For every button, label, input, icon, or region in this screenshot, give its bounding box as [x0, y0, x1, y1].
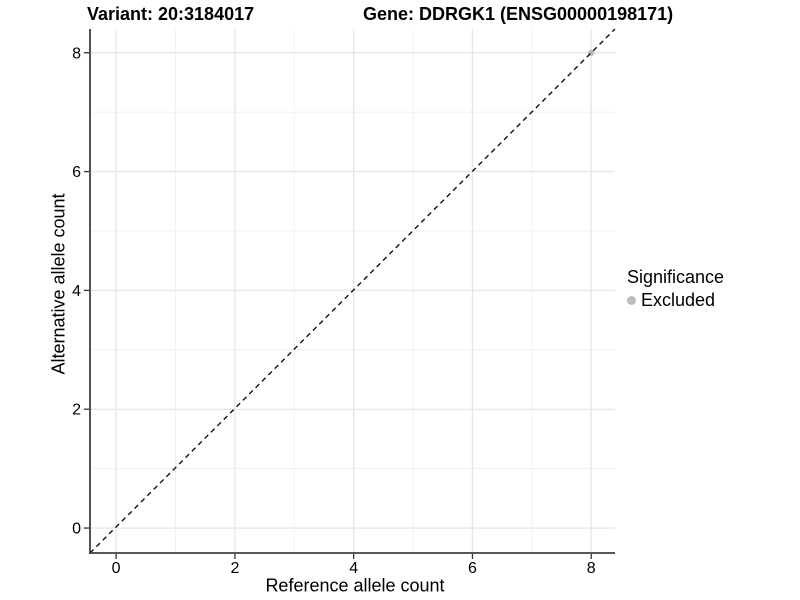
x-axis-title: Reference allele count [265, 575, 445, 596]
legend-item-label: Excluded [641, 290, 716, 310]
y-axis-title: Alternative allele count [48, 193, 69, 375]
y-tick-label: 0 [72, 521, 81, 538]
legend-item-excluded: Excluded [627, 290, 724, 311]
chart-title-variant: Variant: 20:3184017 [87, 4, 255, 24]
x-tick-label: 0 [112, 560, 121, 577]
y-tick-label: 2 [72, 402, 81, 419]
x-tick-label: 6 [468, 560, 477, 577]
legend-title: Significance [627, 267, 725, 287]
y-tick-label: 8 [72, 45, 81, 62]
chart-title-gene: Gene: DDRGK1 (ENSG00000198171) [363, 4, 674, 24]
legend-point-icon [627, 296, 636, 305]
y-tick-label: 4 [72, 283, 81, 300]
x-tick-label: 2 [230, 560, 239, 577]
y-tick-label: 6 [72, 164, 81, 181]
reference-line [89, 28, 616, 554]
x-tick-label: 8 [587, 560, 596, 577]
legend: Significance Excluded [627, 267, 724, 311]
x-tick-label: 4 [349, 560, 358, 577]
